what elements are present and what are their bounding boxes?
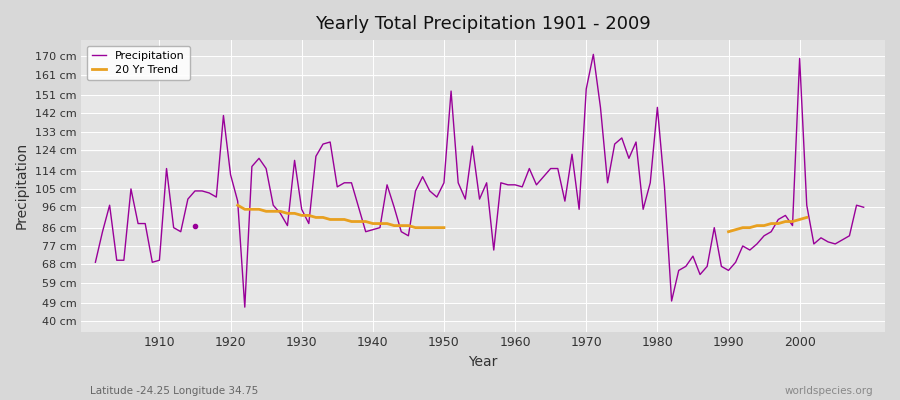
- 20 Yr Trend: [353, 219, 364, 224]
- Title: Yearly Total Precipitation 1901 - 2009: Yearly Total Precipitation 1901 - 2009: [315, 15, 651, 33]
- 20 Yr Trend: [282, 211, 292, 216]
- Precipitation: [310, 154, 321, 159]
- Bar: [81, 95, 885, 114]
- Bar: [81, 285, 885, 303]
- 20 Yr Trend: [339, 217, 350, 222]
- 20 Yr Trend: [346, 219, 357, 224]
- Bar: [81, 132, 885, 150]
- Bar: [81, 114, 885, 132]
- Precipitation: [517, 184, 527, 189]
- Line: Precipitation: Precipitation: [95, 54, 864, 307]
- Bar: [81, 77, 885, 95]
- Precipitation: [609, 142, 620, 146]
- 20 Yr Trend: [274, 209, 285, 214]
- Text: worldspecies.org: worldspecies.org: [785, 386, 873, 396]
- 20 Yr Trend: [261, 209, 272, 214]
- Bar: [81, 56, 885, 75]
- 20 Yr Trend: [424, 225, 435, 230]
- Precipitation: [509, 182, 520, 187]
- Bar: [81, 303, 885, 321]
- 20 Yr Trend: [382, 221, 392, 226]
- Bar: [81, 228, 885, 246]
- Precipitation: [90, 260, 101, 265]
- 20 Yr Trend: [310, 215, 321, 220]
- 20 Yr Trend: [254, 207, 265, 212]
- 20 Yr Trend: [360, 219, 371, 224]
- Bar: [81, 170, 885, 189]
- Bar: [81, 189, 885, 207]
- 20 Yr Trend: [438, 225, 449, 230]
- 20 Yr Trend: [289, 211, 300, 216]
- 20 Yr Trend: [296, 213, 307, 218]
- 20 Yr Trend: [325, 217, 336, 222]
- 20 Yr Trend: [403, 223, 414, 228]
- Legend: Precipitation, 20 Yr Trend: Precipitation, 20 Yr Trend: [86, 46, 190, 80]
- Bar: [81, 246, 885, 264]
- 20 Yr Trend: [303, 213, 314, 218]
- Precipitation: [859, 205, 869, 210]
- 20 Yr Trend: [232, 203, 243, 208]
- Bar: [81, 38, 885, 56]
- Precipitation: [588, 52, 598, 57]
- 20 Yr Trend: [332, 217, 343, 222]
- 20 Yr Trend: [318, 215, 328, 220]
- Bar: [81, 209, 885, 228]
- 20 Yr Trend: [396, 223, 407, 228]
- Y-axis label: Precipitation: Precipitation: [15, 142, 29, 230]
- 20 Yr Trend: [247, 207, 257, 212]
- 20 Yr Trend: [418, 225, 428, 230]
- 20 Yr Trend: [410, 225, 421, 230]
- 20 Yr Trend: [374, 221, 385, 226]
- Line: 20 Yr Trend: 20 Yr Trend: [238, 205, 444, 228]
- 20 Yr Trend: [268, 209, 279, 214]
- Precipitation: [147, 260, 158, 265]
- 20 Yr Trend: [389, 223, 400, 228]
- Bar: [81, 152, 885, 170]
- Text: Latitude -24.25 Longitude 34.75: Latitude -24.25 Longitude 34.75: [90, 386, 258, 396]
- 20 Yr Trend: [239, 207, 250, 212]
- Precipitation: [353, 205, 364, 210]
- X-axis label: Year: Year: [468, 355, 498, 369]
- Precipitation: [239, 305, 250, 310]
- 20 Yr Trend: [431, 225, 442, 230]
- 20 Yr Trend: [367, 221, 378, 226]
- Bar: [81, 264, 885, 283]
